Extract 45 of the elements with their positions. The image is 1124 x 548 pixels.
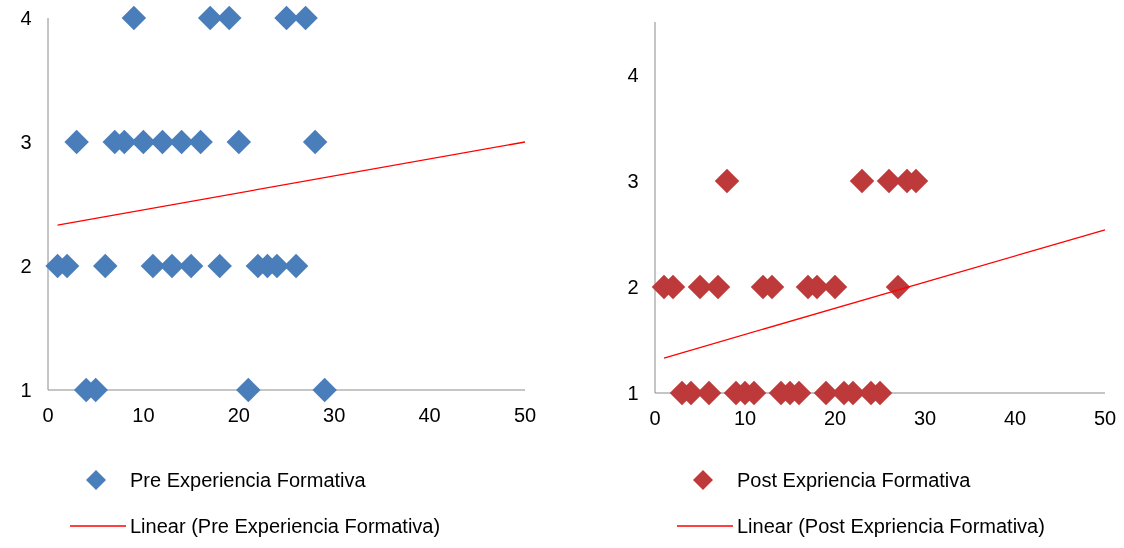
x-tick-label: 40 [1003, 407, 1027, 429]
x-tick-label: 0 [42, 404, 54, 426]
point [92, 253, 118, 279]
point [274, 5, 299, 31]
point [188, 129, 213, 155]
point [226, 129, 252, 155]
point [293, 5, 318, 31]
legend-label: Linear (Post Expriencia Formativa) [737, 515, 1045, 537]
point [849, 168, 875, 194]
x-tick-label: 20 [823, 407, 847, 429]
point [121, 5, 147, 31]
point [885, 274, 911, 300]
point [302, 129, 328, 155]
x-tick-label: 30 [913, 407, 937, 429]
x-tick-label: 50 [513, 404, 537, 426]
x-tick-label: 10 [733, 407, 757, 429]
x-tick-label: 20 [227, 404, 250, 426]
point [312, 377, 337, 403]
x-tick-label: 0 [649, 407, 661, 429]
point [197, 5, 223, 31]
y-tick-label: 4 [20, 7, 32, 29]
x-tick-label: 40 [418, 404, 441, 426]
point [64, 129, 89, 155]
point [236, 377, 261, 403]
point [217, 5, 242, 31]
x-tick-label: 50 [1093, 407, 1117, 429]
legend-label: Pre Experiencia Formativa [130, 469, 367, 491]
point [169, 129, 194, 155]
point [714, 168, 740, 194]
y-tick-label: 3 [627, 170, 639, 192]
y-tick-label: 4 [627, 64, 639, 86]
point [150, 129, 175, 155]
point [131, 129, 156, 155]
y-tick-label: 2 [627, 276, 639, 298]
x-tick-label: 10 [132, 404, 155, 426]
y-tick-label: 3 [20, 131, 32, 153]
x-tick-label: 30 [323, 404, 346, 426]
point [207, 253, 232, 279]
y-tick-label: 1 [627, 382, 639, 404]
y-tick-label: 1 [20, 379, 32, 401]
point [178, 253, 204, 279]
legend-label: Post Expriencia Formativa [737, 469, 972, 491]
point [283, 253, 309, 279]
y-tick-label: 2 [20, 255, 32, 277]
legend-label: Linear (Pre Experiencia Formativa) [130, 515, 441, 537]
